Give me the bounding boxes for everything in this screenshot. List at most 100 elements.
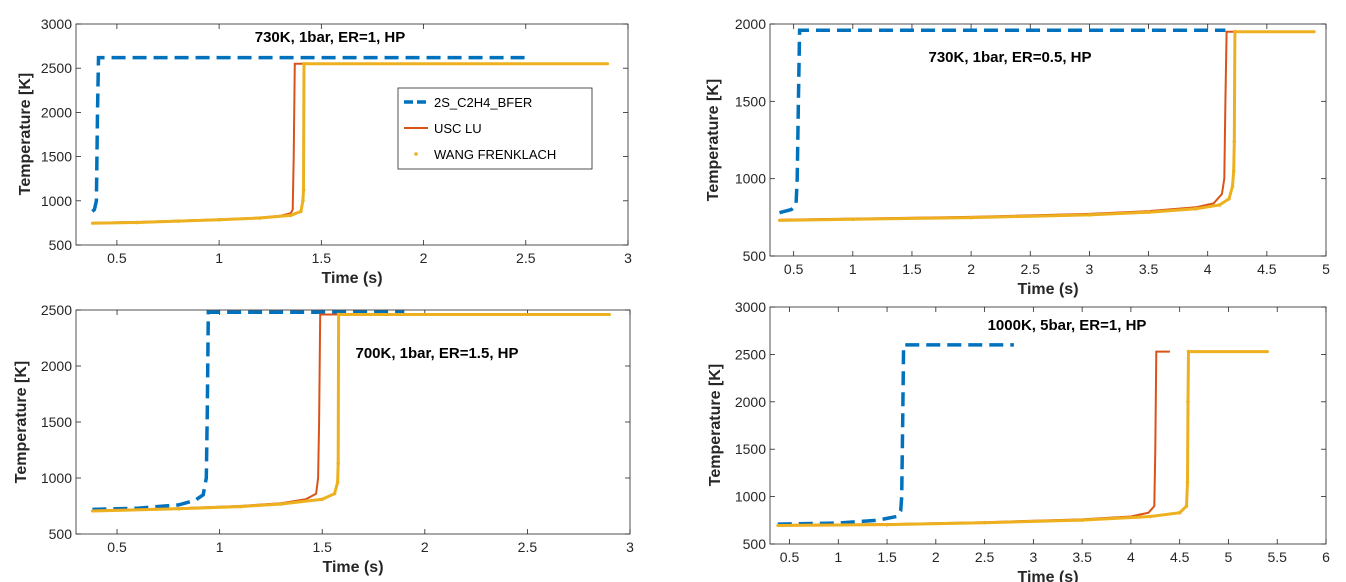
panel-730k-er1: 0.5 1 1.5 2 2.5 3 500 1000 1500 2000 2500 3000 Time … <box>17 16 632 287</box>
series-point-wang-frenklach <box>1233 29 1237 34</box>
series-point-wang-frenklach <box>969 215 973 220</box>
y-tick-label: 2000 <box>735 16 766 32</box>
plot-area <box>90 310 611 513</box>
series-point-wang-frenklach <box>336 461 341 466</box>
x-tick-label: 1 <box>834 549 842 565</box>
legend-entry-label: USC LU <box>434 121 482 136</box>
x-tick-label: 4 <box>1204 261 1212 277</box>
y-tick-label: 1500 <box>735 93 766 109</box>
series-point-wang-frenklach <box>258 216 262 220</box>
series-point-wang-frenklach <box>301 188 306 192</box>
series-point-wang-frenklach <box>982 520 987 525</box>
x-tick-label: 3 <box>624 250 632 266</box>
x-tick-label: 2.5 <box>975 549 995 565</box>
y-axis-label: Temperature [K] <box>705 79 722 201</box>
x-tick-label: 4.5 <box>1170 549 1190 565</box>
x-tick-label: 3 <box>1086 261 1094 277</box>
x-tick-label: 4 <box>1127 549 1135 565</box>
series-point-wang-frenklach <box>885 522 889 527</box>
x-tick-label: 5.5 <box>1267 549 1287 565</box>
series-point-wang-frenklach <box>238 504 242 509</box>
series-line-bfer <box>92 310 405 512</box>
x-tick-label: 4.5 <box>1257 261 1277 277</box>
y-axis-label: Temperature [K] <box>707 364 724 486</box>
series-point-wang-frenklach <box>851 217 855 221</box>
y-tick-label: 1000 <box>41 470 72 486</box>
y-tick-label: 2000 <box>41 358 72 374</box>
y-tick-label: 2500 <box>41 60 72 76</box>
condition-annotation: 730K, 1bar, ER=0.5, HP <box>928 49 1091 66</box>
y-tick-label: 1000 <box>41 193 72 209</box>
y-tick-label: 1000 <box>735 489 766 505</box>
legend-entry-label: WANG FRENKLACH <box>434 147 556 162</box>
y-tick-label: 2000 <box>735 394 766 410</box>
series-point-wang-frenklach <box>336 312 341 317</box>
series-line-usc-lu <box>777 350 1170 526</box>
y-tick-label: 500 <box>743 248 767 264</box>
condition-annotation: 730K, 1bar, ER=1, HP <box>255 29 406 46</box>
series-point-wang-frenklach <box>1087 213 1092 217</box>
legend: 2S_C2H4_BFER USC LU WANG FRENKLACH <box>397 87 593 170</box>
panel-730k-er05: 0.5 1 1.5 2 2.5 3 3.5 4 4.5 5 500 1000 1500 2000 Time … <box>705 16 1330 298</box>
series-line-wang-frenklach <box>90 313 611 513</box>
y-axis-label: Temperature [K] <box>13 361 30 483</box>
series-point-wang-frenklach <box>1231 169 1236 173</box>
series-line-bfer <box>91 55 526 213</box>
panel-1000k-5bar-er1: 0.5 1 1.5 2 2.5 3 3.5 4 4.5 5 5.5 6 500 1000 1500 2000 2… <box>707 299 1330 582</box>
y-tick-label: 1000 <box>735 171 766 187</box>
series-line-bfer <box>779 28 1226 215</box>
axes-frame <box>75 23 629 246</box>
series-point-wang-frenklach <box>1080 518 1084 522</box>
y-tick-label: 1500 <box>41 414 72 430</box>
x-tick-label: 1.5 <box>312 539 332 555</box>
series-point-wang-frenklach <box>1194 207 1198 211</box>
y-tick-label: 1500 <box>735 441 766 457</box>
x-tick-label: 1.5 <box>312 250 332 266</box>
x-tick-label: 5 <box>1322 261 1330 277</box>
axes-frame <box>769 306 1327 545</box>
plot-area <box>778 28 1316 222</box>
series-point-wang-frenklach <box>302 61 306 66</box>
axes-frame <box>75 309 631 535</box>
x-axis-label: Time (s) <box>1017 281 1078 298</box>
plot-area <box>90 55 610 225</box>
x-tick-label: 2.5 <box>518 539 538 555</box>
x-tick-label: 1.5 <box>877 549 897 565</box>
x-tick-label: 0.5 <box>780 549 800 565</box>
series-point-wang-frenklach <box>1185 480 1190 485</box>
series-point-wang-frenklach <box>1232 139 1237 144</box>
legend-entry-label: 2S_C2H4_BFER <box>434 95 532 110</box>
series-point-wang-frenklach <box>335 480 340 485</box>
series-point-wang-frenklach <box>1148 514 1153 519</box>
series-line-bfer <box>777 343 1014 526</box>
series-point-wang-frenklach <box>301 199 305 203</box>
series-point-wang-frenklach <box>1186 349 1191 354</box>
y-tick-label: 1500 <box>41 149 72 165</box>
axes-frame <box>769 23 1327 257</box>
series-point-wang-frenklach <box>1184 504 1189 508</box>
x-tick-label: 1 <box>216 539 224 555</box>
series-point-wang-frenklach <box>1146 210 1151 215</box>
series-point-wang-frenklach <box>217 218 221 222</box>
x-tick-label: 3.5 <box>1072 549 1092 565</box>
x-tick-label: 1.5 <box>902 261 922 277</box>
x-tick-label: 2.5 <box>1021 261 1041 277</box>
y-tick-label: 500 <box>49 526 73 542</box>
x-axis-label: Time (s) <box>321 270 382 287</box>
series-point-wang-frenklach <box>1217 203 1222 207</box>
x-tick-label: 2 <box>967 261 975 277</box>
x-tick-label: 0.5 <box>107 250 127 266</box>
series-point-wang-frenklach <box>320 497 325 502</box>
series-point-wang-frenklach <box>135 220 140 225</box>
series-point-wang-frenklach <box>1186 400 1190 404</box>
x-tick-label: 6 <box>1322 549 1330 565</box>
x-tick-label: 1 <box>849 261 857 277</box>
x-tick-label: 3 <box>626 539 634 555</box>
x-tick-label: 2.5 <box>516 250 536 266</box>
series-line-wang-frenklach <box>776 350 1269 527</box>
y-axis-label: Temperature [K] <box>17 73 34 195</box>
x-tick-label: 3.5 <box>1139 261 1159 277</box>
series-point-wang-frenklach <box>332 491 337 496</box>
x-tick-label: 3 <box>1029 549 1037 565</box>
x-tick-label: 2 <box>932 549 940 565</box>
